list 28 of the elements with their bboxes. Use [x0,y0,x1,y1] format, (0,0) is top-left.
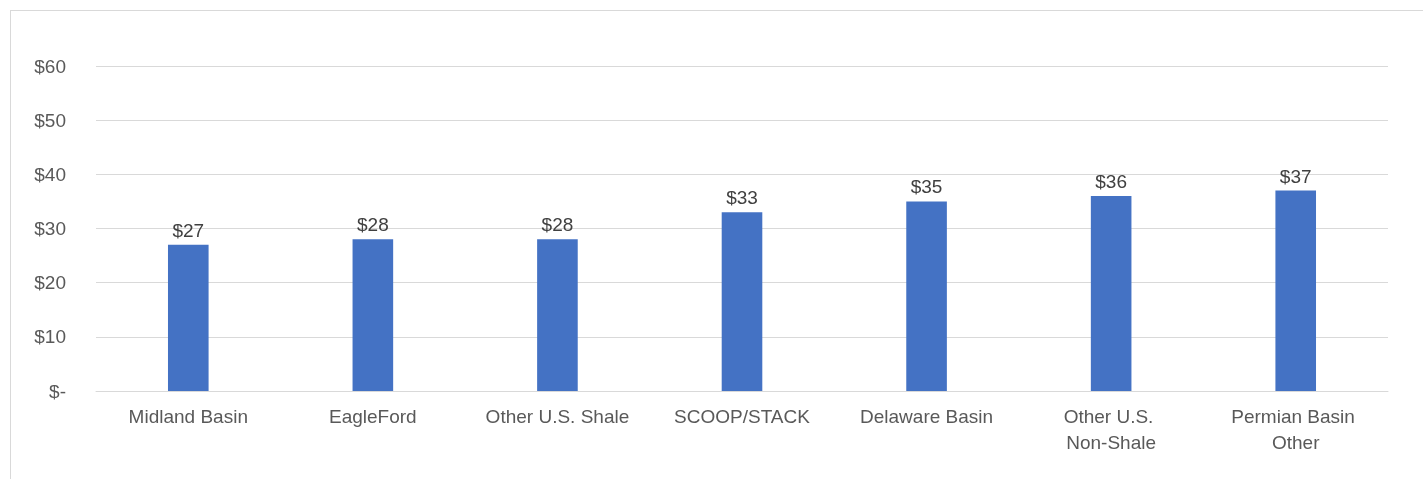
data-label: $28 [541,214,574,236]
y-tick-label: $- [49,380,66,402]
bar [721,212,763,391]
bar [352,239,394,391]
bar [167,244,209,391]
x-tick-label: Permian Basin Other [1231,405,1361,453]
data-label: $37 [1279,165,1312,187]
y-tick-label: $30 [34,218,66,239]
data-label: $35 [910,176,943,198]
x-tick-label: Other U.S. Shale [485,405,630,427]
data-label: $36 [1095,171,1127,192]
data-label: $33 [726,187,758,209]
bar [537,239,578,391]
y-tick-label: $50 [34,109,66,131]
bar [1275,190,1317,391]
x-tick-label: Other U.S. Non-Shale [1063,405,1159,453]
y-tick-label: $60 [34,55,66,77]
x-tick-label: EagleFord [329,405,417,427]
x-tick-label: SCOOP/STACK [674,405,811,427]
bar [906,201,947,391]
x-tick-label: Delaware Basin [860,405,994,427]
bar [1090,196,1132,391]
data-label: $27 [172,219,205,241]
y-tick-label: $10 [34,326,66,348]
y-tick-label: $20 [34,272,66,294]
data-label: $28 [357,214,389,236]
y-tick-label: $40 [34,163,66,185]
x-tick-label: Midland Basin [128,405,248,427]
